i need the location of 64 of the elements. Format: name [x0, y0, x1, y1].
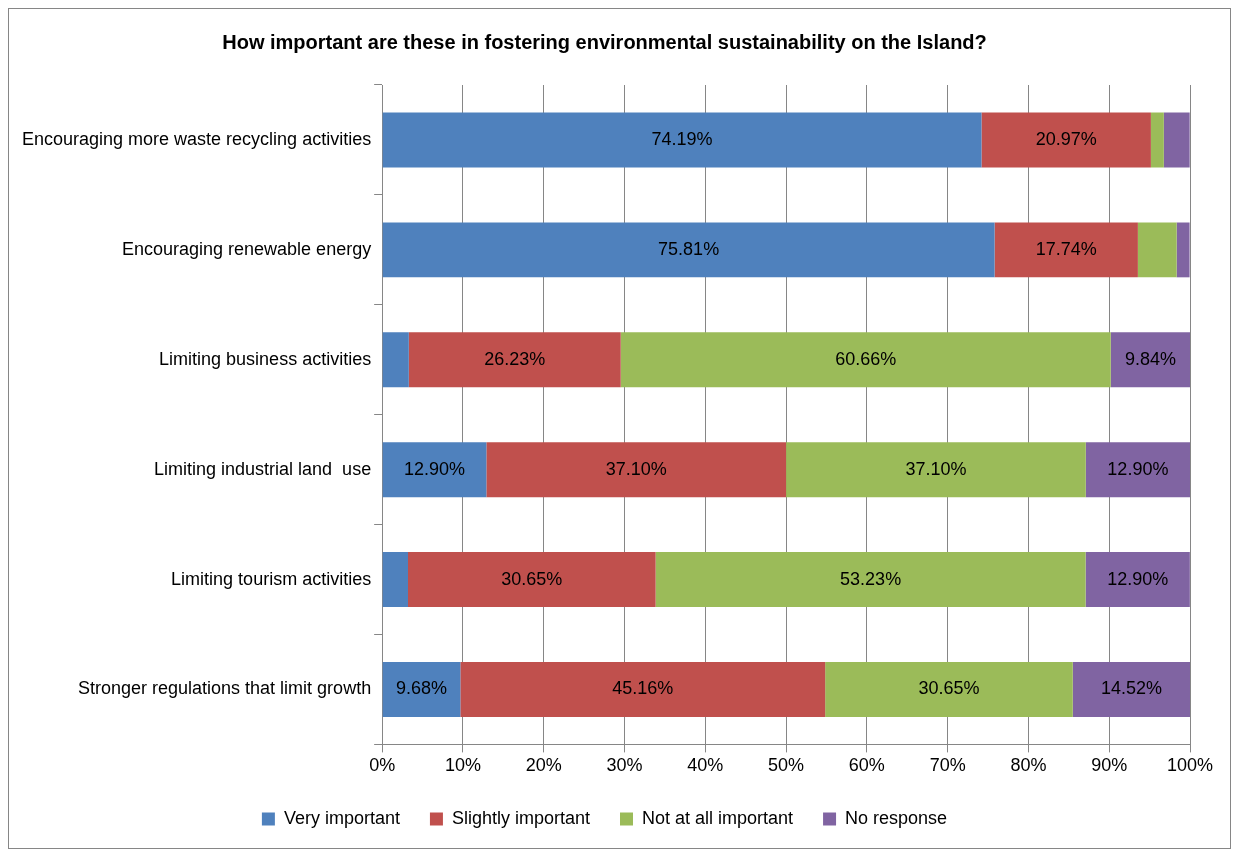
x-tick-label: 80%: [1010, 755, 1047, 776]
x-tick-label: 50%: [768, 755, 805, 776]
x-tick-label: 60%: [848, 755, 885, 776]
y-tick-label: Encouraging renewable energy: [121, 238, 372, 259]
y-tick-label: Limiting industrial land use: [154, 458, 372, 479]
bar: [1163, 112, 1190, 168]
bar: [1176, 222, 1190, 278]
x-tick-label: 0%: [369, 755, 396, 776]
data-label: 45.16%: [612, 678, 674, 699]
y-tick-label: Encouraging more waste recycling activities: [22, 128, 372, 149]
bar: [786, 442, 1086, 498]
bar: [994, 222, 1138, 278]
x-tick-label: 30%: [606, 755, 643, 776]
data-label: 60.66%: [835, 348, 897, 369]
bar: [825, 661, 1073, 717]
bar: [1085, 442, 1190, 498]
bar: [1110, 332, 1190, 388]
bar: [408, 552, 656, 608]
data-label: 12.90%: [1107, 458, 1169, 479]
y-tick-label: Limiting tourism activities: [171, 568, 372, 589]
bar: [382, 222, 995, 278]
data-label: 30.65%: [918, 678, 980, 699]
x-tick-label: 100%: [1166, 755, 1214, 776]
y-tick-label: Stronger regulations that limit growth: [78, 678, 372, 699]
data-label: 30.65%: [501, 568, 563, 589]
data-label: 37.10%: [905, 458, 967, 479]
bar: [408, 332, 621, 388]
bar: [460, 661, 826, 717]
bar: [382, 112, 982, 168]
chart-title: How important are these in fostering environmental sustainability on the Island?: [222, 30, 987, 53]
bar: [1137, 222, 1177, 278]
bar: [382, 442, 487, 498]
data-label: 12.90%: [403, 458, 466, 479]
legend-label: Slightly important: [451, 807, 590, 828]
x-tick-label: 10%: [444, 755, 481, 776]
x-tick-label: 40%: [687, 755, 724, 776]
x-tick-label: 70%: [929, 755, 966, 776]
bar: [1150, 112, 1164, 168]
data-label: 9.68%: [395, 678, 448, 699]
data-label: 53.23%: [840, 568, 902, 589]
legend-label: Not at all important: [641, 807, 794, 828]
y-tick-label: Limiting business activities: [159, 348, 372, 369]
data-label: 14.52%: [1100, 678, 1162, 699]
bar: [655, 552, 1086, 608]
bar: [981, 112, 1151, 168]
x-tick-label: 90%: [1091, 755, 1128, 776]
legend-label: Very important: [283, 807, 400, 828]
bar: [486, 442, 787, 498]
data-label: 9.84%: [1124, 348, 1177, 369]
bar: [382, 661, 461, 717]
bar: [382, 552, 409, 608]
bar: [1085, 552, 1190, 608]
data-label: 75.81%: [658, 238, 720, 259]
x-tick-label: 20%: [525, 755, 562, 776]
bar: [620, 332, 1111, 388]
data-label: 37.10%: [605, 458, 667, 479]
data-label: 26.23%: [484, 348, 546, 369]
bar: [382, 332, 409, 388]
legend-label: No response: [845, 807, 948, 828]
data-label: 74.19%: [651, 128, 713, 149]
data-label: 20.97%: [1035, 128, 1097, 149]
data-label: 17.74%: [1035, 238, 1097, 259]
data-label: 12.90%: [1107, 568, 1169, 589]
bar: [1072, 661, 1190, 717]
